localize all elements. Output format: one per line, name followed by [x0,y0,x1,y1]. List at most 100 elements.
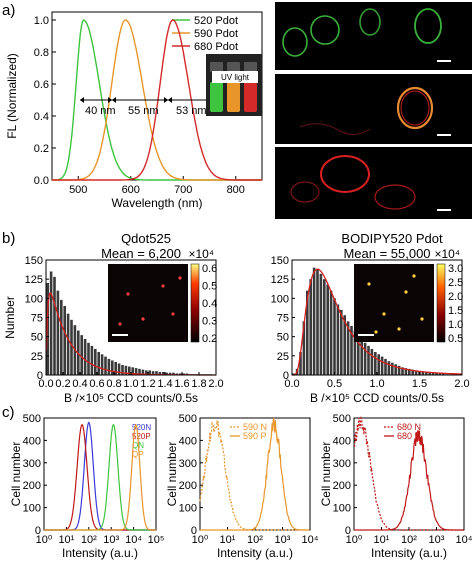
histogram-bar [350,325,353,375]
y-tick-label: 0.0 [34,175,49,187]
colorbar-tick-label: 1.0 [448,319,463,331]
histogram-bar [329,290,333,375]
arrow-head [164,97,168,103]
particle-spot [382,312,386,316]
histogram-bar [387,361,391,375]
x-axis-label: Intensity (a.u.) [217,546,293,560]
legend-label: 520 Pdot [194,15,238,27]
colorbar-tick-label: 0.3 [202,316,217,328]
x-tick-label: 0.5 [327,378,342,390]
confocal-images [275,2,472,219]
y-tick-label: 500 [333,413,351,425]
histogram-bar [134,368,138,375]
histogram-bar [346,321,350,375]
x-tick-label: 10³ [103,534,119,546]
histogram-bar [60,299,63,375]
vial [227,82,240,112]
colorbar-multiplier: ×10⁴ [434,247,460,261]
y-tick-label: 300 [179,458,197,470]
histogram-bar [87,342,90,375]
colorbar-tick-label: 0.2 [202,333,217,345]
cell-outline [374,184,416,210]
legend-label: 590 P [243,431,267,441]
histogram-bar [46,283,49,375]
x-tick-label: 0.0 [284,378,299,390]
histogram-bar [121,365,124,375]
histogram-mean: Mean = 6,200 [101,246,181,261]
colorbar-tick-label: 2.5 [448,277,463,289]
y-tick-label: 100 [23,503,41,515]
histogram-bar [333,298,336,375]
y-tick-label: 0 [345,525,351,537]
histogram-curve-4 [44,423,156,531]
histogram-bar [128,366,131,375]
histogram-bar [117,363,121,375]
x-tick-label: 600 [122,184,140,196]
histogram-bar [357,335,360,375]
micro-image-3 [275,147,472,219]
histogram-bar [168,372,172,375]
y-tick-label: 200 [333,480,351,492]
y-tick-label: 50 [31,332,43,344]
vial-cap [244,62,257,72]
cell-outline [320,155,370,193]
histogram-bar [425,371,428,375]
panel-label-a: a) [2,2,16,19]
histogram-bar [302,321,306,375]
histogram-bar [438,373,442,375]
colorbar [190,263,200,343]
histogram-bar [90,345,94,375]
legend-label: 520N [132,423,151,432]
x-tick-label: 1.8 [191,378,206,390]
y-tick-label: 25 [277,351,289,363]
legend-label: 680 N [397,422,421,432]
colorbar-multiplier: ×10⁴ [188,247,214,261]
y-tick-label: 100 [25,293,43,305]
colorbar-tick-label: 2.0 [448,291,463,303]
panel-label-c: c) [2,404,15,421]
y-axis-label: Cell number [165,442,179,507]
histogram-bar [56,290,60,375]
histogram-bar [94,348,97,375]
histogram-curve-2 [354,429,464,531]
colorbar-tick-label: 1.5 [448,305,463,317]
x-tick-label: 10⁴ [456,534,473,546]
cell-outline [414,8,442,44]
micro-image-1 [275,2,472,70]
vial [244,82,257,112]
histogram-bar [408,368,411,375]
cell-outline [359,8,381,36]
y-tick-label: 0.2 [34,143,49,155]
x-tick-label: 10² [401,534,417,546]
x-tick-label: 0.4 [72,378,87,390]
x-tick-label: 10² [247,534,263,546]
particle-spot [178,276,182,280]
colorbar-tick-label: 0.5 [448,333,463,345]
x-axis-label: B /×10⁵ CCD counts/0.5s [64,391,198,404]
panel-label-b: b) [2,230,16,247]
x-tick-label: 1.0 [369,378,384,390]
x-tick-label: 10⁵ [148,534,165,546]
arrow-head [112,97,116,103]
histogram-bar [97,352,100,375]
histogram-bar [185,373,189,375]
cell-outline [400,90,430,126]
histogram-bar [175,373,179,375]
histogram-bar [404,368,408,375]
histogram-bar [182,373,185,375]
arrow-head [108,97,112,103]
particle-spot [412,274,416,278]
histogram-bar [323,279,326,375]
legend-label: 590 Pdot [194,28,238,40]
histogram-bar [343,315,346,375]
y-tick-label: 150 [25,255,43,267]
y-axis-label: Cell number [9,442,23,507]
histogram-curve-2 [200,417,310,531]
x-tick-label: 0.6 [89,378,104,390]
legend-label: 680 Pdot [194,41,238,53]
histogram-bar [107,358,111,375]
x-tick-label: 0.0 [38,378,53,390]
legend-label: 590 N [243,422,267,432]
histogram-bar [370,348,374,375]
